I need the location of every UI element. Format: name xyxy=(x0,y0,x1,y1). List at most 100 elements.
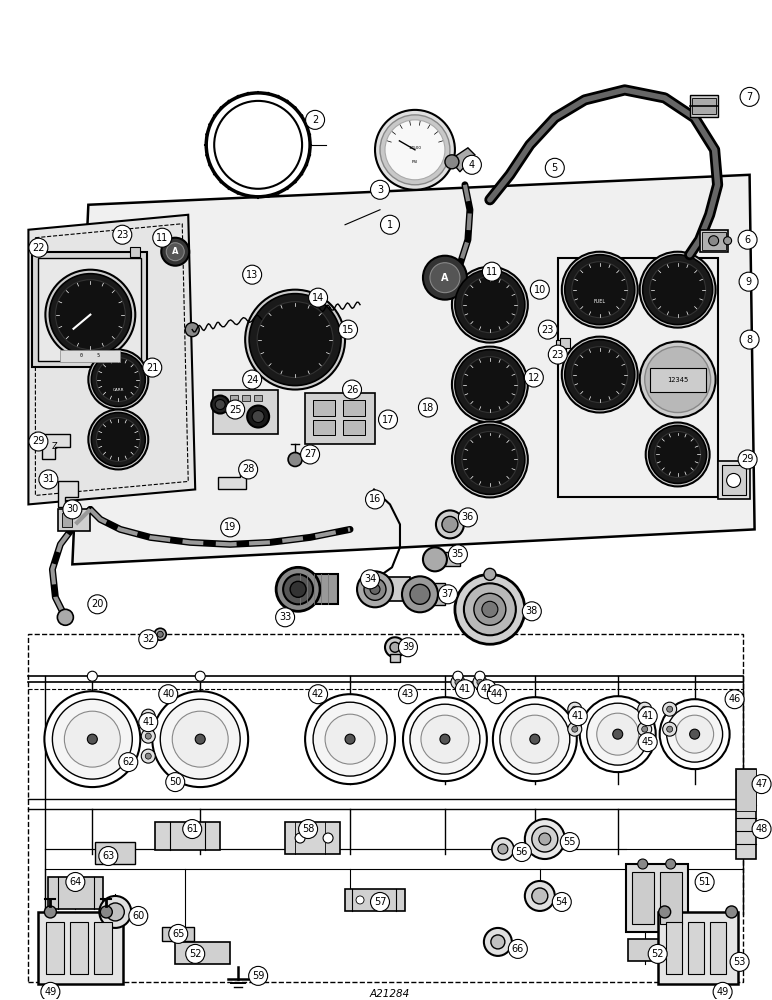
Circle shape xyxy=(139,630,157,649)
Text: 38: 38 xyxy=(526,606,538,616)
Circle shape xyxy=(638,702,652,716)
Circle shape xyxy=(100,896,131,928)
Circle shape xyxy=(643,255,713,325)
Text: 26: 26 xyxy=(346,385,358,395)
Circle shape xyxy=(295,833,305,843)
Circle shape xyxy=(88,410,148,469)
Circle shape xyxy=(449,545,467,564)
Circle shape xyxy=(587,703,648,765)
Circle shape xyxy=(499,704,570,774)
Bar xyxy=(702,232,726,250)
Bar xyxy=(665,922,682,974)
Circle shape xyxy=(462,432,518,487)
Bar xyxy=(343,400,365,416)
Circle shape xyxy=(323,833,333,843)
Circle shape xyxy=(532,826,558,852)
Circle shape xyxy=(539,833,550,845)
Circle shape xyxy=(667,706,672,712)
Text: 59: 59 xyxy=(252,971,264,981)
Text: 55: 55 xyxy=(564,837,576,847)
Text: 58: 58 xyxy=(302,824,314,834)
Circle shape xyxy=(452,422,528,497)
Text: 19: 19 xyxy=(224,522,236,532)
Text: 32: 32 xyxy=(142,634,154,644)
Circle shape xyxy=(738,230,757,249)
Circle shape xyxy=(752,775,771,794)
Circle shape xyxy=(492,838,514,860)
Text: 63: 63 xyxy=(102,851,114,861)
Circle shape xyxy=(484,568,496,580)
Bar xyxy=(70,922,88,974)
Circle shape xyxy=(309,288,327,307)
Circle shape xyxy=(455,680,475,699)
Circle shape xyxy=(239,460,258,479)
Text: Z: Z xyxy=(52,442,57,451)
Circle shape xyxy=(385,120,445,180)
Circle shape xyxy=(462,277,518,333)
Text: A21284: A21284 xyxy=(370,989,410,999)
Circle shape xyxy=(305,694,395,784)
Circle shape xyxy=(552,892,571,911)
Circle shape xyxy=(398,638,418,657)
Circle shape xyxy=(143,358,162,377)
Circle shape xyxy=(56,280,125,350)
Circle shape xyxy=(276,608,295,627)
Circle shape xyxy=(183,820,201,839)
Text: 36: 36 xyxy=(462,512,474,522)
Text: 40: 40 xyxy=(162,689,174,699)
Circle shape xyxy=(511,715,559,763)
Circle shape xyxy=(474,593,506,625)
Circle shape xyxy=(290,581,306,597)
Circle shape xyxy=(572,706,577,712)
Circle shape xyxy=(459,508,477,527)
Circle shape xyxy=(306,110,324,129)
Text: 22: 22 xyxy=(32,243,45,253)
Text: 41: 41 xyxy=(459,684,471,694)
Circle shape xyxy=(29,238,48,257)
Circle shape xyxy=(482,262,501,281)
Bar xyxy=(32,252,147,367)
Circle shape xyxy=(141,709,155,723)
Circle shape xyxy=(402,576,438,612)
Circle shape xyxy=(740,87,759,106)
Circle shape xyxy=(660,699,730,769)
Circle shape xyxy=(726,473,740,487)
Polygon shape xyxy=(29,215,195,504)
Bar xyxy=(94,922,112,974)
Circle shape xyxy=(418,398,438,417)
Circle shape xyxy=(423,547,447,571)
Circle shape xyxy=(498,844,508,854)
Bar xyxy=(689,95,718,117)
Circle shape xyxy=(455,574,525,644)
Text: 51: 51 xyxy=(699,877,711,887)
Text: 49: 49 xyxy=(716,987,729,997)
Text: FUEL: FUEL xyxy=(594,299,606,304)
Text: 29: 29 xyxy=(741,454,753,464)
Circle shape xyxy=(580,696,655,772)
Circle shape xyxy=(145,753,151,759)
Circle shape xyxy=(214,101,302,189)
Bar xyxy=(130,247,141,257)
Circle shape xyxy=(484,928,512,956)
Circle shape xyxy=(572,347,628,403)
Text: 10: 10 xyxy=(533,285,546,295)
Bar xyxy=(298,574,338,604)
Circle shape xyxy=(525,881,555,911)
Circle shape xyxy=(87,734,97,744)
Text: 13: 13 xyxy=(246,270,259,280)
Circle shape xyxy=(676,715,713,753)
Circle shape xyxy=(299,820,317,839)
Circle shape xyxy=(640,252,716,328)
Circle shape xyxy=(739,272,758,291)
Circle shape xyxy=(638,733,657,752)
Text: 3: 3 xyxy=(377,185,383,195)
Text: 39: 39 xyxy=(402,642,414,652)
Text: 0     5: 0 5 xyxy=(80,353,100,358)
Circle shape xyxy=(242,265,262,284)
Circle shape xyxy=(455,350,525,420)
Text: 35: 35 xyxy=(452,549,464,559)
Circle shape xyxy=(371,180,390,199)
Circle shape xyxy=(345,734,355,744)
Circle shape xyxy=(66,872,85,891)
Circle shape xyxy=(153,228,171,247)
